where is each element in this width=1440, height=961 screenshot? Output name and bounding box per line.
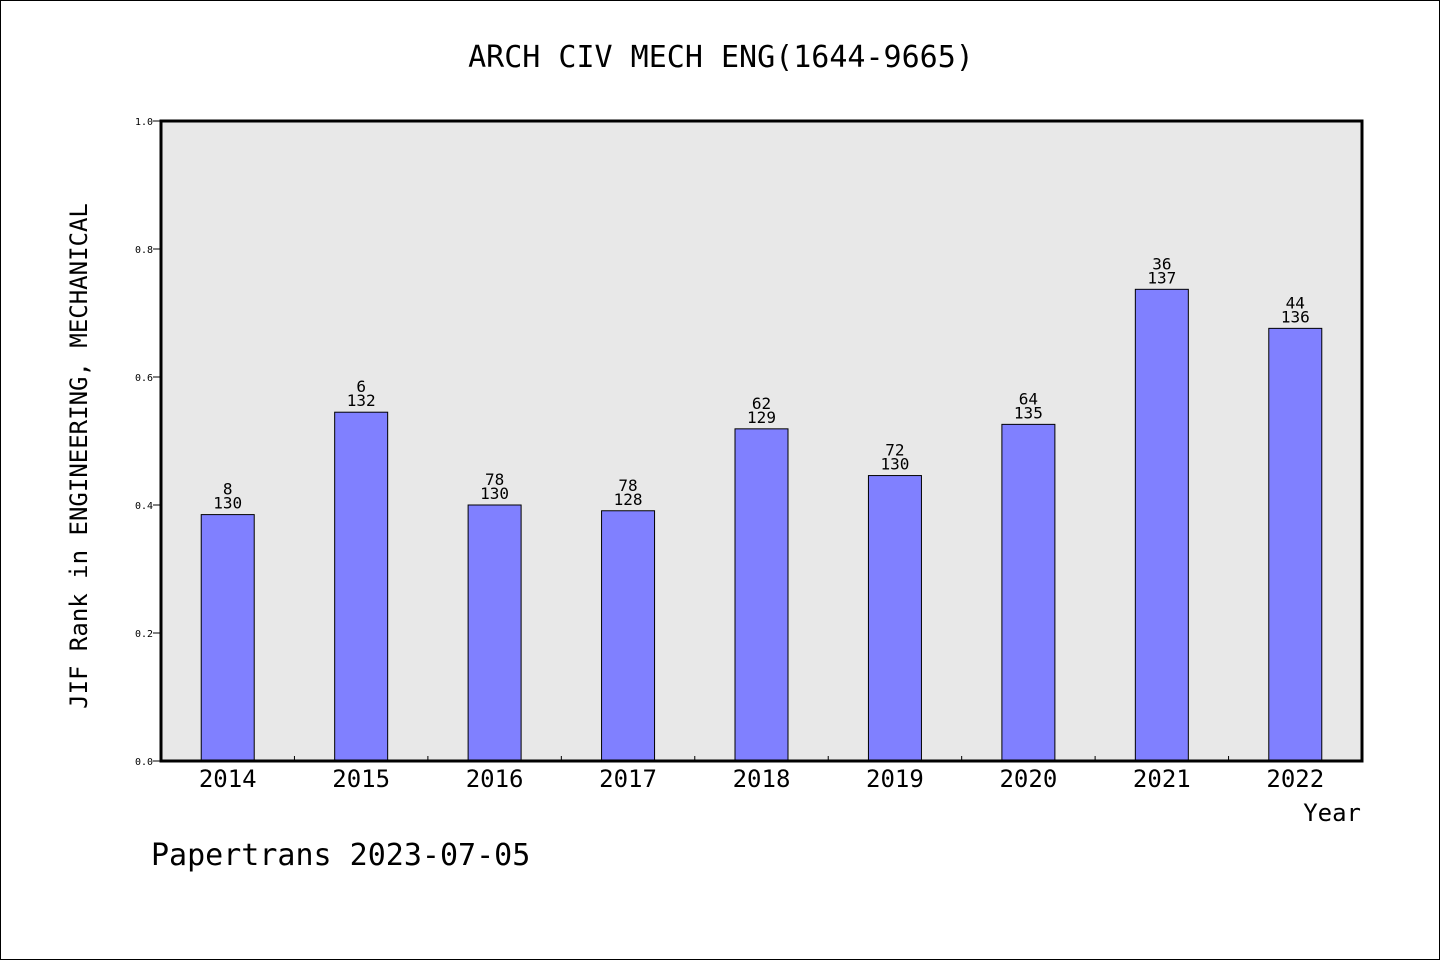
- bar-total-label: 128: [614, 490, 643, 509]
- y-axis: 0.0 0.2 0.4 0.6 0.8 1.0: [135, 117, 161, 768]
- bar-total-label: 129: [747, 408, 776, 427]
- bar-total-label: 130: [480, 484, 509, 503]
- bar-rank-label: 36: [1152, 254, 1171, 273]
- bar-2015: [334, 411, 389, 762]
- y-axis-label: JIF Rank in ENGINEERING, MECHANICAL: [65, 203, 93, 709]
- bar-total-label: 130: [880, 455, 909, 474]
- bar-rank-label: 78: [618, 476, 637, 495]
- chart-title: ARCH CIV MECH ENG(1644-9665): [468, 40, 974, 75]
- x-axis: 2014 2015 2016 2017 2018 2019 2020 2021 2022: [199, 756, 1324, 793]
- bar-rank-label: 72: [885, 441, 904, 460]
- x-tick-label: 2018: [733, 765, 791, 793]
- bar-total-label: 136: [1281, 307, 1310, 326]
- x-tick-label: 2015: [332, 765, 390, 793]
- bar-rank-label: 8: [223, 480, 233, 499]
- footer-credit: Papertrans 2023-07-05: [151, 838, 530, 873]
- x-tick-label: 2022: [1266, 765, 1324, 793]
- bar-total-label: 135: [1014, 403, 1043, 422]
- bar-2021: [1134, 288, 1189, 762]
- bar-2019: [867, 475, 922, 762]
- bar-total-label: 130: [213, 494, 242, 513]
- y-tick-label: 0.4: [135, 501, 153, 512]
- bar-total-label: 137: [1147, 268, 1176, 287]
- x-axis-label: Year: [1303, 799, 1361, 827]
- bar-rank-label: 62: [752, 394, 771, 413]
- y-tick-label: 0.6: [135, 373, 153, 384]
- bar-2016: [467, 504, 522, 762]
- bar-2022: [1268, 327, 1323, 762]
- bars-group: [200, 288, 1323, 762]
- bar-2017: [601, 510, 656, 762]
- bar-total-label: 132: [347, 391, 376, 410]
- plot-border: [159, 119, 1364, 763]
- bar-2018: [734, 428, 789, 762]
- x-tick-label: 2017: [599, 765, 657, 793]
- bar-rank-label: 44: [1286, 293, 1305, 312]
- x-tick-label: 2019: [866, 765, 924, 793]
- bar-rank-label: 64: [1019, 389, 1038, 408]
- x-tick-label: 2014: [199, 765, 257, 793]
- y-tick-label: 0.2: [135, 629, 153, 640]
- y-tick-label: 1.0: [135, 117, 153, 128]
- bar-2014: [200, 514, 255, 762]
- y-tick-label: 0.0: [135, 757, 153, 768]
- x-tick-label: 2021: [1133, 765, 1191, 793]
- y-tick-label: 0.8: [135, 245, 153, 256]
- x-tick-label: 2016: [466, 765, 524, 793]
- bar-rank-label: 6: [356, 377, 366, 396]
- bar-rank-label: 78: [485, 470, 504, 489]
- bar-2020: [1001, 423, 1056, 762]
- x-tick-label: 2020: [999, 765, 1057, 793]
